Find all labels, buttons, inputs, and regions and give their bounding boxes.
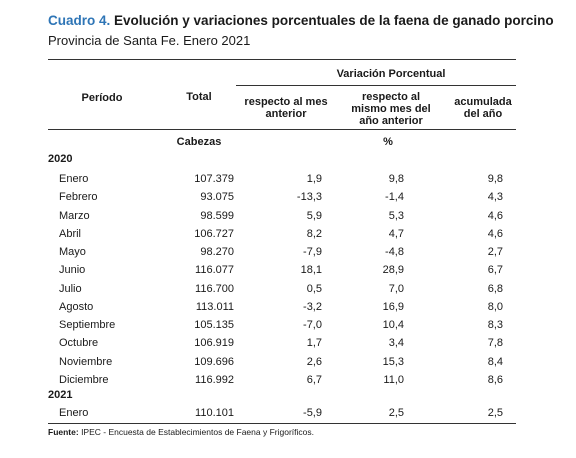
cell-total: 116.992	[195, 373, 234, 386]
cell-period: Octubre	[59, 337, 99, 350]
cell-total: 98.599	[200, 209, 234, 222]
cell-same-month: 5,3	[388, 209, 404, 222]
cell-accumulated: 4,3	[487, 191, 503, 204]
cell-prev-month: -13,3	[296, 191, 322, 204]
cell-period: Enero	[59, 407, 89, 419]
header-periodo: Período	[81, 92, 123, 104]
table-bottom-rule	[48, 423, 516, 424]
table-subtitle: Provincia de Santa Fe. Enero 2021	[48, 33, 251, 48]
cell-period: Agosto	[59, 300, 94, 313]
cell-prev-month: 2,6	[306, 355, 322, 368]
cell-total: 110.101	[195, 407, 234, 419]
cell-period: Enero	[59, 173, 89, 185]
cell-total: 93.075	[200, 191, 234, 204]
cell-prev-month: 1,7	[306, 337, 322, 350]
cell-period: Febrero	[59, 191, 98, 204]
cell-same-month: 15,3	[382, 355, 404, 368]
cell-same-month: 10,4	[382, 319, 404, 331]
cell-period: Abril	[59, 227, 82, 240]
cell-total: 106.919	[194, 337, 234, 350]
cell-accumulated: 2,5	[487, 407, 503, 419]
source-label: Fuente:	[48, 427, 79, 437]
cell-prev-month: 1,9	[306, 173, 322, 185]
header-acumulada: acumulada del año	[454, 96, 512, 120]
cell-total: 109.696	[194, 355, 234, 368]
title-text: Evolución y variaciones porcentuales de …	[114, 13, 554, 28]
cell-accumulated: 8,3	[487, 319, 503, 331]
cell-period: Septiembre	[59, 319, 116, 331]
year-label: 2021	[48, 389, 73, 401]
cell-prev-month: -7,0	[303, 319, 322, 331]
cell-period: Noviembre	[59, 355, 113, 368]
cell-period: Marzo	[59, 209, 90, 222]
cell-same-month: 7,0	[388, 282, 404, 295]
cell-total: 105.135	[194, 319, 234, 331]
cell-same-month: 3,4	[388, 337, 404, 350]
cell-accumulated: 8,6	[487, 373, 503, 386]
cell-prev-month: 6,7	[306, 373, 322, 386]
cell-accumulated: 8,0	[487, 300, 503, 313]
cell-accumulated: 4,6	[487, 227, 503, 240]
unit-percent: %	[383, 136, 393, 148]
cell-same-month: -4,8	[385, 246, 404, 258]
cell-prev-month: 18,1	[300, 264, 322, 277]
table-title: Cuadro 4. Evolución y variaciones porcen…	[48, 13, 554, 28]
group-header-rule	[236, 85, 516, 86]
cell-accumulated: 8,4	[487, 355, 503, 368]
cell-same-month: -1,4	[385, 191, 404, 204]
cell-total: 98.270	[200, 246, 234, 258]
cell-same-month: 16,9	[382, 300, 404, 313]
cell-prev-month: -5,9	[303, 407, 322, 419]
cell-accumulated: 9,8	[487, 173, 503, 185]
year-label: 2020	[48, 153, 73, 165]
cell-total: 113.011	[195, 300, 234, 313]
cell-accumulated: 6,8	[487, 282, 503, 295]
cell-period: Julio	[59, 282, 82, 295]
cell-accumulated: 7,8	[487, 337, 503, 350]
cell-total: 107.379	[194, 173, 234, 185]
cell-period: Mayo	[59, 246, 86, 258]
header-respecto-mes-anterior: respecto al mes anterior	[244, 96, 328, 120]
source-text: IPEC - Encuesta de Establecimientos de F…	[78, 427, 314, 437]
cell-total: 116.700	[195, 282, 234, 295]
source-note: Fuente: IPEC - Encuesta de Establecimien…	[48, 427, 314, 437]
cell-prev-month: -7,9	[303, 246, 322, 258]
title-tag: Cuadro 4.	[48, 13, 111, 28]
cell-prev-month: -3,2	[303, 300, 322, 313]
cell-same-month: 4,7	[388, 227, 404, 240]
cell-accumulated: 4,6	[487, 209, 503, 222]
cell-prev-month: 5,9	[306, 209, 322, 222]
unit-cabezas: Cabezas	[176, 136, 222, 148]
cell-same-month: 11,0	[383, 373, 404, 386]
cell-same-month: 28,9	[382, 264, 404, 277]
cell-accumulated: 6,7	[487, 264, 503, 277]
cell-period: Diciembre	[59, 373, 109, 386]
header-variacion-porcentual: Variación Porcentual	[336, 68, 446, 80]
cell-prev-month: 0,5	[306, 282, 322, 295]
header-total: Total	[186, 91, 212, 103]
cell-same-month: 9,8	[388, 173, 404, 185]
cell-total: 116.077	[195, 264, 234, 277]
header-bottom-rule	[48, 129, 516, 130]
cell-same-month: 2,5	[388, 407, 404, 419]
header-respecto-mismo-mes: respecto al mismo mes del año anterior	[351, 91, 431, 127]
cell-total: 106.727	[194, 227, 234, 240]
cell-prev-month: 8,2	[306, 227, 322, 240]
table-top-rule	[48, 59, 516, 60]
cell-period: Junio	[59, 264, 86, 277]
cell-accumulated: 2,7	[487, 246, 503, 258]
